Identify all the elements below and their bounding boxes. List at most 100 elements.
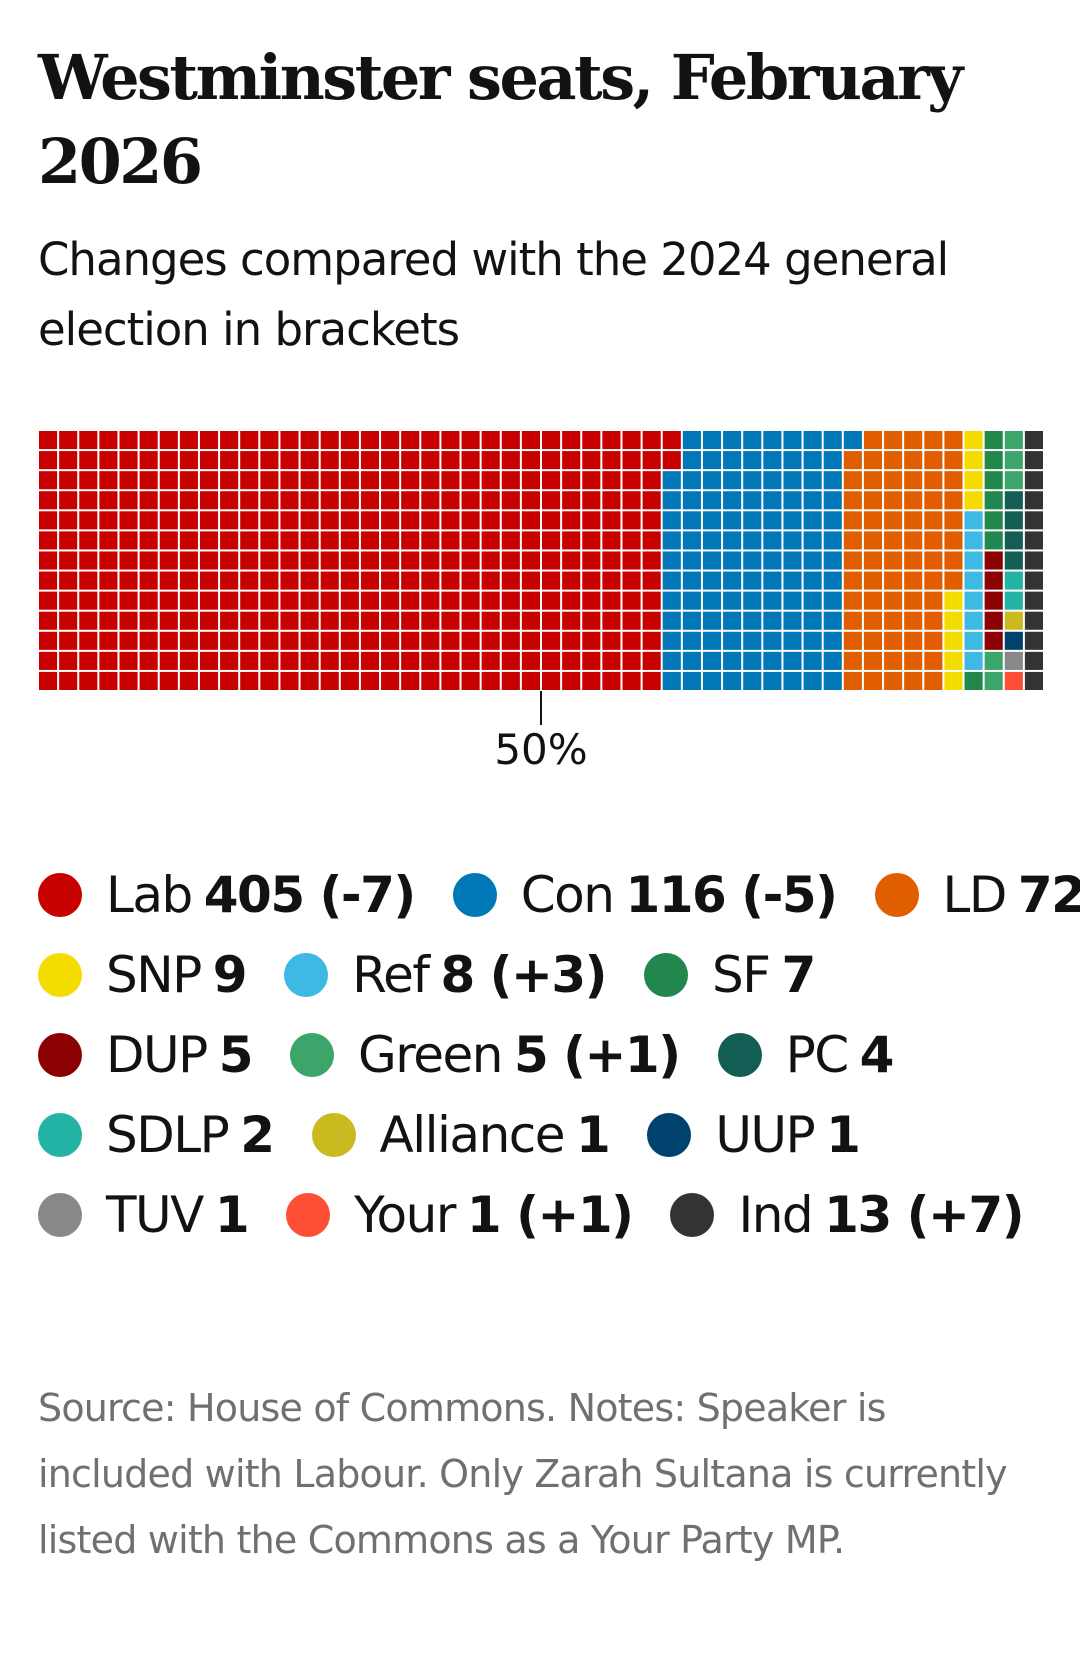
seat-sdlp (1004, 571, 1023, 590)
seat-ld (884, 491, 903, 510)
seat-lab (59, 491, 78, 510)
seat-snp (944, 591, 963, 610)
chart-subtitle: Changes compared with the 2024 general e… (38, 233, 949, 356)
legend-dot-icon (647, 1113, 692, 1157)
seat-lab (220, 591, 239, 610)
legend-party-name: DUP (106, 1026, 208, 1084)
seat-lab (99, 651, 118, 670)
seat-con (682, 631, 701, 650)
seat-lab (119, 511, 138, 530)
seat-lab (381, 491, 400, 510)
seat-lab (602, 671, 621, 690)
seat-lab (320, 451, 339, 470)
seat-lab (582, 631, 601, 650)
seat-con (823, 591, 842, 610)
seat-lab (542, 631, 561, 650)
seat-lab (340, 611, 359, 630)
seat-lab (401, 591, 420, 610)
legend-row: DUP 5 Green 5 (+1) PC 4 (38, 1015, 1058, 1095)
seat-lab (461, 471, 480, 490)
seat-ld (904, 591, 923, 610)
seat-lab (39, 611, 58, 630)
seat-con (723, 471, 742, 490)
seat-lab (300, 571, 319, 590)
seat-lab (320, 611, 339, 630)
seat-lab (139, 511, 158, 530)
seat-lab (159, 511, 178, 530)
seat-lab (59, 551, 78, 570)
seat-lab (562, 551, 581, 570)
seat-lab (59, 591, 78, 610)
legend-party-name: Alliance (379, 1106, 566, 1164)
seat-lab (99, 591, 118, 610)
seat-ld (863, 651, 883, 670)
seat-sf (984, 451, 1003, 470)
seat-dup (984, 611, 1003, 630)
seat-ld (904, 451, 923, 470)
seat-con (763, 531, 782, 550)
seat-lab (179, 551, 198, 570)
seat-lab (139, 491, 158, 510)
seat-lab (542, 471, 561, 490)
seat-lab (280, 611, 299, 630)
seat-lab (340, 571, 359, 590)
seat-ld (863, 451, 883, 470)
seat-con (783, 651, 802, 670)
seat-lab (179, 651, 198, 670)
seat-lab (139, 671, 158, 690)
seat-lab (179, 471, 198, 490)
seat-ld (924, 431, 943, 450)
seat-lab (260, 591, 279, 610)
seat-dup (984, 551, 1003, 570)
seat-sf (984, 431, 1003, 450)
seat-lab (602, 431, 621, 450)
seat-con (743, 631, 762, 650)
legend-item-lab: Lab 405 (-7) (38, 866, 417, 924)
seat-con (723, 571, 742, 590)
seat-lab (562, 451, 581, 470)
seat-lab (401, 511, 420, 530)
seat-lab (39, 551, 58, 570)
seat-con (783, 531, 802, 550)
seat-snp (964, 471, 983, 490)
seat-lab (59, 511, 78, 530)
seat-con (682, 531, 701, 550)
seat-lab (280, 471, 299, 490)
seat-lab (39, 631, 58, 650)
seat-sf (984, 471, 1003, 490)
seat-lab (421, 631, 440, 650)
seat-con (743, 431, 762, 450)
seat-ld (884, 651, 903, 670)
seat-lab (562, 491, 581, 510)
seat-ind (1024, 571, 1043, 590)
seat-ind (1024, 531, 1043, 550)
seat-lab (320, 531, 339, 550)
seat-lab (421, 611, 440, 630)
seat-ld (884, 451, 903, 470)
seat-lab (542, 511, 561, 530)
seat-lab (461, 451, 480, 470)
seat-lab (199, 591, 219, 610)
seat-lab (340, 471, 359, 490)
seat-lab (622, 651, 641, 670)
seat-lab (622, 511, 641, 530)
legend-seat-count: 405 (-7) (203, 866, 417, 924)
legend-party-name: SNP (106, 946, 202, 1004)
seat-lab (642, 471, 661, 490)
legend-row: SNP 9 Ref 8 (+3) SF 7 (38, 935, 1058, 1015)
seat-lab (602, 511, 621, 530)
seat-ld (944, 451, 963, 470)
seat-lab (39, 431, 58, 450)
seat-ind (1024, 471, 1043, 490)
seat-sf (984, 491, 1003, 510)
seat-lab (461, 551, 480, 570)
seat-lab (159, 491, 178, 510)
seat-lab (159, 551, 178, 570)
seat-lab (421, 651, 440, 670)
seat-green (1004, 451, 1023, 470)
seat-con (682, 491, 701, 510)
seat-lab (280, 531, 299, 550)
legend-item-uup: UUP 1 (647, 1106, 861, 1164)
seat-lab (159, 651, 178, 670)
seat-con (702, 611, 722, 630)
